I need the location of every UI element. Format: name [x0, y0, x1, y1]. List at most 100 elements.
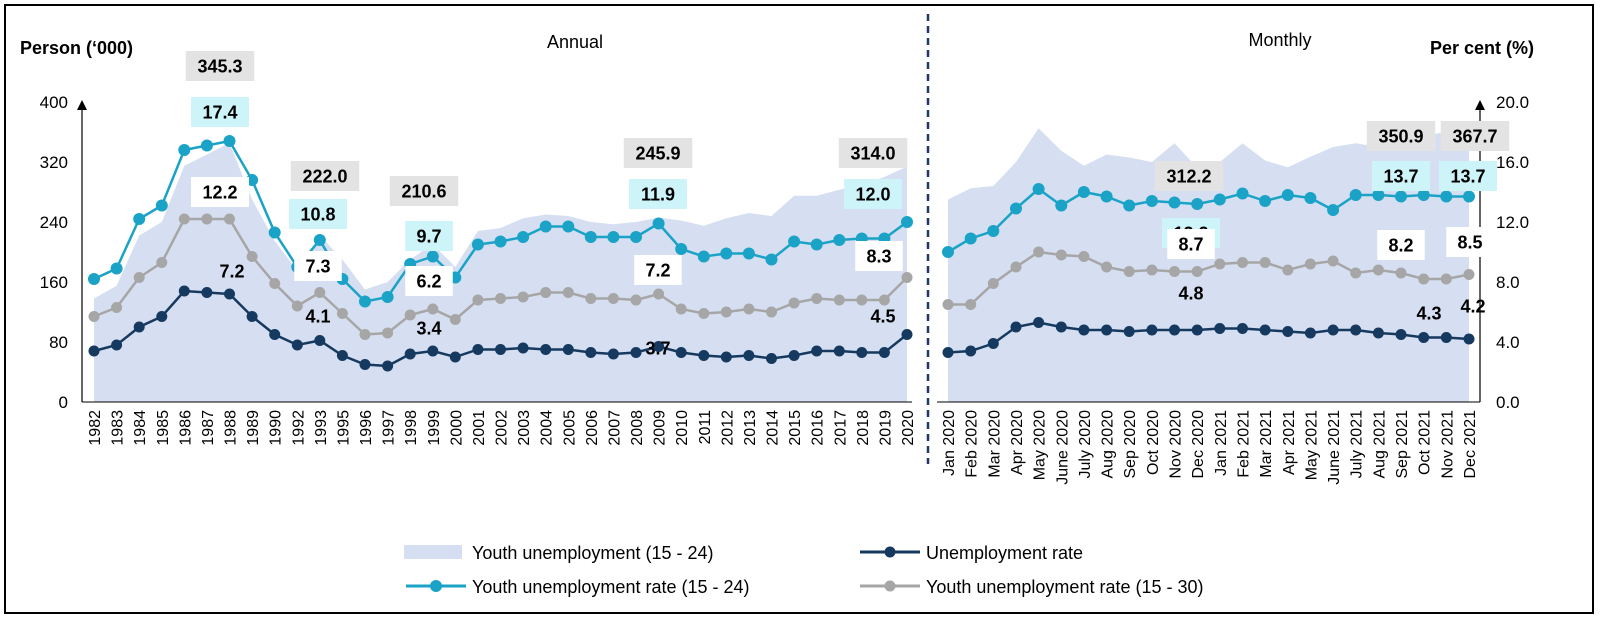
youth-rate-15-24-annual-point	[517, 231, 530, 243]
left-tick-label: 320	[40, 153, 68, 172]
x-tick-label-annual: 2013	[742, 410, 759, 446]
unemployment-rate-annual-point	[630, 347, 642, 358]
youth-rate-15-24-annual-point	[381, 291, 394, 303]
youth-rate-15-24-monthly-point	[1123, 199, 1136, 212]
youth-rate-15-24-monthly-point	[1327, 204, 1340, 216]
youth-rate-15-30-annual-point	[878, 294, 890, 306]
youth-unemployment-chart: 0 80 160 240 320 400 0.0 4.0 8.0 12.0 16.0 20.0 Pers…	[20, 14, 1534, 597]
unemployment-rate-monthly-point	[1418, 332, 1430, 343]
youth-rate-15-30-annual-point	[811, 293, 823, 304]
x-tick-label-monthly: Jan 2020	[941, 410, 958, 476]
unemployment-rate-annual-point	[720, 351, 732, 363]
x-tick-label-annual: 1989	[245, 410, 262, 446]
callout-youth-rate-15-24-box	[629, 179, 687, 209]
unemployment-rate-monthly-point	[1101, 324, 1113, 336]
area-youth-unemployment-annual	[94, 143, 907, 402]
callout-unemployment-rate: 4.2	[1460, 297, 1485, 317]
x-tick-label-annual: 2002	[494, 410, 511, 446]
youth-rate-15-30-monthly-point	[1169, 266, 1180, 277]
right-tick-label: 4.0	[1496, 333, 1520, 352]
callout-youth-rate-15-30-box	[634, 255, 682, 285]
youth-rate-15-24-monthly-point	[1168, 196, 1181, 209]
data-labels-layer: 345.3 222.0 210.6 245.9 314.0 17.4 10.8 9.7 11.9…	[185, 51, 1510, 359]
callout-youth-unemployment: 345.3	[197, 57, 242, 77]
callout-youth-unemployment-box	[838, 138, 908, 168]
unemployment-rate-monthly-point	[1055, 321, 1067, 333]
callout-youth-rate-15-30-box	[294, 251, 342, 281]
callout-youth-rate-15-24-box	[844, 179, 902, 209]
youth-rate-15-24-annual-point	[742, 247, 755, 260]
youth-rate-15-24-annual-point	[133, 213, 146, 225]
unemployment-rate-annual-point	[675, 347, 687, 358]
x-tick-label-monthly: Jan 2021	[1213, 410, 1230, 476]
series-lines-layer	[88, 135, 1475, 372]
unemployment-rate-annual-point	[495, 344, 506, 355]
youth-rate-15-24-monthly-point	[1463, 190, 1475, 203]
youth-rate-15-30-monthly-point	[1123, 266, 1135, 277]
unemployment-rate-annual-point	[607, 348, 619, 360]
x-tick-label-annual: 1985	[155, 410, 172, 446]
unemployment-rate-annual-point	[224, 288, 235, 300]
youth-rate-15-30-annual-point	[856, 294, 868, 306]
unemployment-rate-annual-point	[404, 348, 416, 360]
youth-rate-15-24-annual-point	[471, 238, 484, 251]
right-axis-title: Per cent (%)	[1430, 38, 1534, 58]
x-tick-label-monthly: July 2021	[1349, 410, 1366, 479]
unemployment-rate-annual-point	[901, 329, 913, 340]
unemployment-rate-annual-point	[743, 350, 755, 361]
youth-rate-15-30-annual-point	[314, 287, 326, 298]
unemployment-rate-annual-point	[427, 345, 439, 357]
callout-unemployment-rate: 4.8	[1178, 284, 1203, 304]
callout-youth-rate-15-24: 17.4	[202, 103, 237, 123]
x-tick-label-monthly: May 2021	[1303, 410, 1320, 480]
unemployment-rate-annual-point	[382, 360, 394, 372]
unemployment-rate-annual-point	[698, 350, 710, 361]
callout-youth-rate-15-24-box	[405, 221, 453, 251]
x-tick-label-annual: 2005	[561, 410, 578, 446]
youth-rate-15-30-monthly-point	[1418, 273, 1430, 285]
youth-rate-15-24-monthly-point	[964, 232, 977, 245]
unemployment-rate-annual-point	[788, 350, 800, 361]
x-tick-label-monthly: Oct 2021	[1417, 410, 1434, 475]
youth-rate-15-30-monthly-point	[1395, 267, 1407, 279]
x-tick-label-monthly: Feb 2021	[1235, 410, 1252, 478]
left-axis-title: Person (‘000)	[20, 38, 133, 58]
legend-marker-youth-rate-15-24	[430, 580, 442, 592]
youth-rate-15-30-annual-point	[404, 309, 416, 321]
x-tick-label-annual: 1984	[132, 410, 149, 446]
callout-youth-rate-15-30: 8.3	[866, 247, 891, 267]
youth-rate-15-30-annual-point	[201, 213, 213, 225]
unemployment-rate-monthly-point	[1259, 324, 1271, 336]
unemployment-rate-monthly-point	[1169, 324, 1180, 336]
youth-rate-15-30-annual-point	[630, 294, 642, 306]
x-tick-label-annual: 1986	[177, 410, 194, 446]
right-axis-arrow-icon	[1475, 100, 1485, 110]
unemployment-rate-monthly-point	[1463, 333, 1475, 345]
youth-rate-15-30-annual-point	[336, 308, 348, 319]
youth-rate-15-24-annual-point	[697, 250, 710, 263]
x-tick-label-annual: 1983	[110, 410, 127, 446]
x-tick-label-monthly: May 2020	[1032, 410, 1049, 480]
callout-youth-rate-15-30: 8.5	[1457, 233, 1482, 253]
youth-rate-15-30-annual-point	[382, 327, 394, 339]
youth-rate-15-30-monthly-point	[965, 299, 977, 310]
youth-rate-15-30-annual-point	[540, 287, 552, 298]
callout-youth-unemployment-box	[389, 176, 459, 206]
callout-youth-unemployment: 312.2	[1166, 167, 1211, 187]
callout-youth-rate-15-30: 12.2	[202, 183, 237, 203]
x-tick-label-annual: 2016	[810, 410, 827, 446]
unemployment-rate-annual-point	[878, 347, 890, 358]
callout-unemployment-rate: 4.5	[870, 307, 895, 327]
youth-rate-15-30-monthly-point	[1304, 258, 1316, 270]
youth-rate-15-30-annual-point	[675, 303, 687, 315]
youth-rate-15-30-annual-point	[427, 303, 439, 315]
x-tick-label-monthly: June 2021	[1326, 410, 1343, 485]
unemployment-rate-monthly-point	[1033, 317, 1045, 328]
unemployment-rate-annual-point	[156, 311, 168, 322]
x-tick-label-annual: 1995	[335, 410, 352, 446]
callout-youth-unemployment-box	[290, 161, 360, 191]
x-tick-label-monthly: Aug 2020	[1100, 410, 1117, 479]
x-tick-label-monthly: Aug 2021	[1371, 410, 1388, 479]
unemployment-rate-annual-point	[269, 329, 281, 340]
x-tick-label-monthly: Nov 2021	[1439, 410, 1456, 479]
